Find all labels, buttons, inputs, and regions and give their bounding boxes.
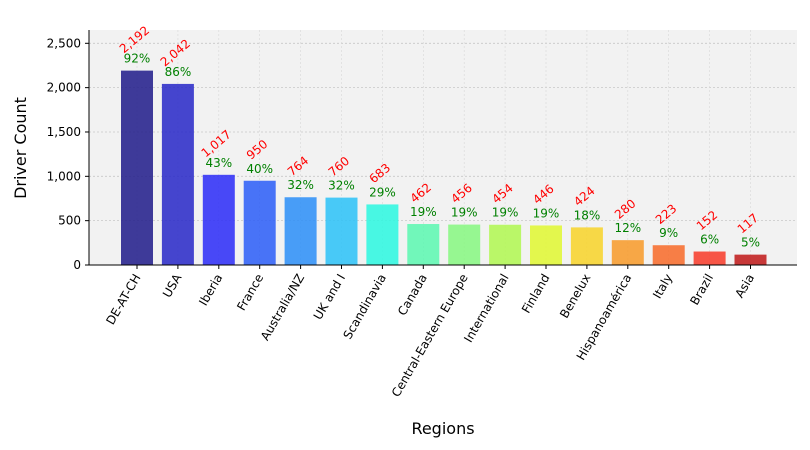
y-axis-title: Driver Count [11,97,30,199]
y-tick-label: 2,000 [47,81,81,95]
bar [243,180,276,265]
x-tick-label: Australia/NZ [258,272,307,343]
x-axis-title: Regions [411,419,474,438]
x-tick-label: Finland [519,272,553,316]
x-tick-label: Asia [732,272,757,301]
bar [693,251,726,265]
x-tick-label: Central-Eastern Europe [389,272,471,400]
bar [284,197,317,265]
percent-label: 43% [205,156,232,170]
x-tick-label: USA [160,271,185,300]
percent-label: 9% [659,226,678,240]
bar [325,197,358,265]
percent-label: 19% [410,205,437,219]
y-tick-label: 2,500 [47,36,81,50]
bar [652,245,685,265]
x-tick-label: Scandinavia [340,272,389,342]
x-tick-label: Benelux [557,272,593,321]
y-axis-ticks: 0 500 1,000 1,500 2,000 2,500 [47,36,89,272]
percent-label: 19% [492,206,519,220]
bar [530,225,562,265]
x-tick-label: DE-AT-CH [103,272,143,328]
percent-label: 18% [574,208,601,222]
percent-label: 92% [124,52,151,66]
x-tick-label: France [234,272,266,314]
y-tick-label: 1,000 [47,169,81,183]
bar [570,227,603,265]
plot-background [89,30,797,265]
percent-label: 5% [741,236,760,250]
percent-label: 32% [287,178,314,192]
x-tick-label: Iberia [196,272,225,309]
percent-label: 40% [246,162,273,176]
y-tick-label: 500 [58,214,81,228]
y-tick-label: 0 [73,258,81,272]
x-tick-label: UK and I [311,272,348,323]
percent-label: 29% [369,185,396,199]
x-tick-label: Italy [650,272,675,302]
x-tick-label: Brazil [687,272,716,308]
bar [366,204,399,265]
percent-label: 19% [451,206,478,220]
percent-label: 32% [328,179,355,193]
percent-label: 12% [614,221,641,235]
y-tick-label: 1,500 [47,125,81,139]
percent-label: 6% [700,233,719,247]
bar [121,70,153,265]
percent-label: 19% [533,206,560,220]
bar [448,224,481,265]
bar [734,254,767,265]
x-tick-label: International [461,272,511,345]
bar [161,83,194,265]
bar [407,224,440,265]
x-tick-label: Canada [395,272,430,319]
bar [489,224,522,265]
bar [202,174,235,265]
bar [611,240,644,265]
percent-label: 86% [165,65,192,79]
bars [121,70,767,265]
